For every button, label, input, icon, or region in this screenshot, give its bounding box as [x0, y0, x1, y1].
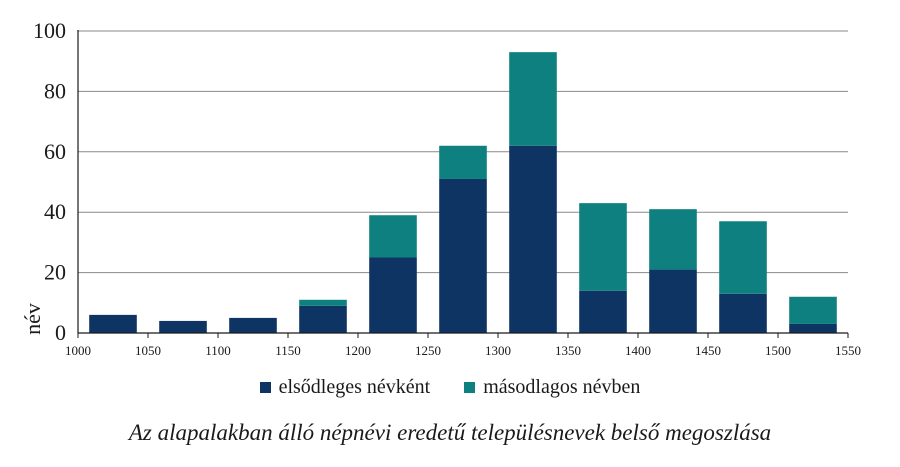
bar-primary	[789, 323, 837, 333]
bar-primary	[719, 293, 767, 333]
x-tick-label: 1450	[695, 343, 721, 358]
bar-primary	[579, 290, 627, 333]
chart-caption: Az alapalakban álló népnévi eredetű tele…	[128, 420, 772, 445]
legend-label-secondary: másodlagos névben	[483, 375, 641, 398]
x-tick-label: 1000	[65, 343, 91, 358]
bar-secondary	[649, 209, 697, 270]
bar-primary	[159, 320, 207, 333]
bar-primary	[649, 269, 697, 333]
legend-label-primary: elsődleges névként	[278, 375, 431, 398]
bar-primary	[439, 178, 487, 333]
bar-secondary	[299, 299, 347, 306]
legend-item-primary: elsődleges névként	[259, 375, 431, 399]
y-tick-label: 0	[55, 320, 66, 345]
y-tick-label: 80	[44, 78, 66, 103]
x-tick-label: 1500	[765, 343, 791, 358]
bar-primary	[89, 314, 137, 333]
x-tick-label: 1150	[275, 343, 301, 358]
bar-secondary	[789, 296, 837, 324]
x-tick-label: 1050	[135, 343, 161, 358]
bar-primary	[509, 145, 557, 333]
x-tick-label: 1200	[345, 343, 371, 358]
bar-secondary	[719, 221, 767, 294]
bar-secondary	[369, 215, 417, 258]
x-tick-label: 1350	[555, 343, 581, 358]
x-tick-label: 1250	[415, 343, 441, 358]
bar-secondary	[579, 203, 627, 291]
x-tick-label: 1300	[485, 343, 511, 358]
bar-primary	[369, 257, 417, 333]
bar-primary	[299, 305, 347, 333]
x-tick-label: 1550	[835, 343, 861, 358]
bar-primary	[229, 317, 277, 333]
legend-swatch-secondary	[464, 381, 476, 393]
x-tick-label: 1400	[625, 343, 651, 358]
chart: 0 20 40 60 80 100 1000 1050 1100 1150 1200 1250 1300…	[20, 18, 861, 358]
legend-item-secondary: másodlagos névben	[464, 376, 640, 399]
y-tick-label: 60	[44, 139, 66, 164]
x-tick-label: 1100	[205, 343, 231, 358]
y-tick-label: 20	[44, 260, 66, 285]
bar-secondary	[439, 145, 487, 179]
y-tick-label: 40	[44, 199, 66, 224]
legend-swatch-primary	[259, 381, 271, 393]
bar-secondary	[509, 52, 557, 146]
y-axis-label: név	[20, 303, 45, 335]
y-tick-label: 100	[33, 18, 66, 43]
legend: elsődleges névként másodlagos névben	[0, 372, 900, 402]
